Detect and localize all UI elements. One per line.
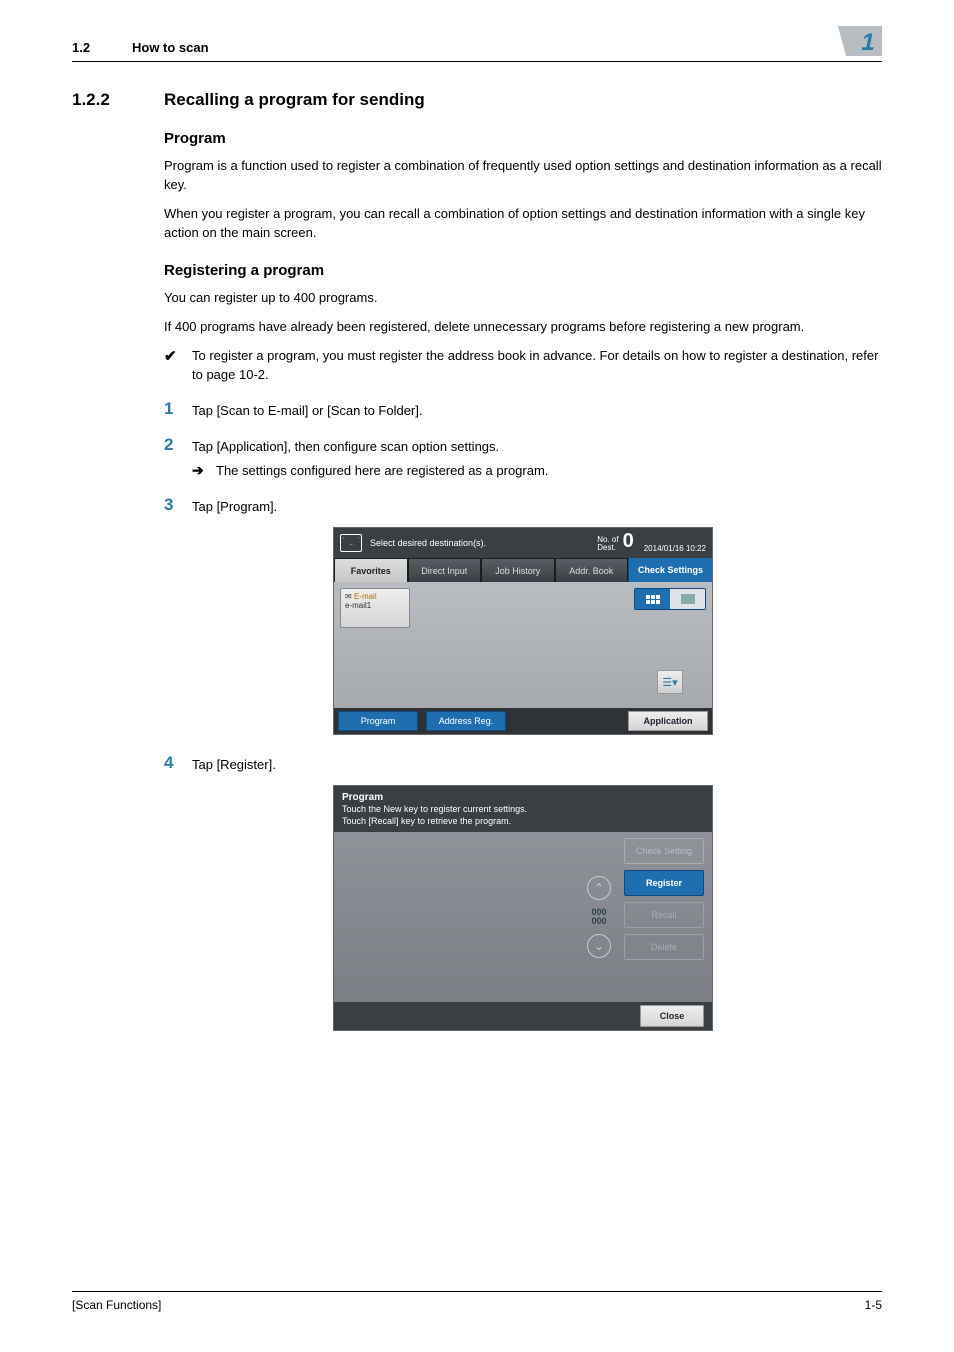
chevron-down-icon: ⌄ (594, 939, 604, 953)
section-heading-row: 1.2.2 Recalling a program for sending (72, 90, 882, 110)
header-section-number: 1.2 (72, 40, 132, 55)
step-2-note-text: The settings configured here are registe… (216, 462, 548, 481)
arrow-icon: ➔ (192, 462, 216, 481)
tab-job-history[interactable]: Job History (481, 558, 555, 582)
registering-para-1: You can register up to 400 programs. (164, 289, 882, 308)
sort-icon: ☰▾ (662, 676, 677, 689)
page-number-badge: 1 (838, 26, 882, 56)
screenshot-program-register: Program Touch the New key to register cu… (333, 785, 713, 1031)
s2-line2: Touch [Recall] key to retrieve the progr… (342, 816, 704, 828)
step-3-number: 3 (164, 495, 192, 517)
s2-line1: Touch the New key to register current se… (342, 804, 704, 816)
header-section-title: How to scan (132, 40, 209, 55)
registering-para-2: If 400 programs have already been regist… (164, 318, 882, 337)
check-settings-button[interactable]: Check Settings (628, 558, 712, 582)
prereq-text: To register a program, you must register… (192, 347, 882, 385)
program-para-2: When you register a program, you can rec… (164, 205, 882, 243)
section-title: Recalling a program for sending (164, 90, 425, 110)
s2-body: ⌃ 000 000 ⌄ Check Setting Register Recal… (334, 832, 712, 1002)
step-4-row: 4 Tap [Register]. (164, 753, 882, 775)
step-2-number: 2 (164, 435, 192, 457)
s1-datetime: 2014/01/16 10:22 (644, 544, 706, 553)
s2-header: Program Touch the New key to register cu… (334, 786, 712, 832)
s2-title: Program (342, 791, 704, 804)
step-4-text: Tap [Register]. (192, 753, 276, 775)
s1-dest-count-value: 0 (623, 530, 634, 553)
checkmark-icon: ✔ (164, 347, 192, 385)
step-2-row: 2 Tap [Application], then configure scan… (164, 435, 882, 457)
scroll-up-button[interactable]: ⌃ (587, 876, 611, 900)
register-button[interactable]: Register (624, 870, 704, 896)
mail-icon (340, 534, 362, 552)
tab-addr-book[interactable]: Addr. Book (555, 558, 629, 582)
step-2-text: Tap [Application], then configure scan o… (192, 435, 499, 457)
s1-dest-count-block: No. of Dest. 0 (597, 530, 633, 553)
program-para-1: Program is a function used to register a… (164, 157, 882, 195)
page-footer: [Scan Functions] 1-5 (72, 1291, 882, 1312)
s1-tabbar: Favorites Direct Input Job History Addr.… (334, 558, 712, 582)
s1-destination-list: ✉ E-mail e-mail1 (334, 582, 628, 708)
s1-body: ✉ E-mail e-mail1 ☰▾ (334, 582, 712, 708)
chevron-up-icon: ⌃ (594, 881, 604, 895)
page-header: 1.2 How to scan (72, 40, 882, 62)
prereq-row: ✔ To register a program, you must regist… (164, 347, 882, 385)
tab-favorites[interactable]: Favorites (334, 558, 408, 582)
step-3-text: Tap [Program]. (192, 495, 277, 517)
application-button[interactable]: Application (628, 711, 708, 731)
close-button[interactable]: Close (640, 1005, 704, 1027)
footer-left: [Scan Functions] (72, 1298, 161, 1312)
program-button[interactable]: Program (338, 711, 418, 731)
step-1-number: 1 (164, 399, 192, 421)
view-toggle[interactable] (634, 588, 706, 610)
delete-button[interactable]: Delete (624, 934, 704, 960)
s2-page-counter: 000 000 (591, 908, 606, 926)
step-1-row: 1 Tap [Scan to E-mail] or [Scan to Folde… (164, 399, 882, 421)
destination-type: E-mail (354, 592, 377, 601)
s2-action-buttons: Check Setting Register Recall Delete (622, 832, 712, 1002)
destination-card[interactable]: ✉ E-mail e-mail1 (340, 588, 410, 628)
s1-side-controls: ☰▾ (628, 582, 712, 708)
step-2-note-row: ➔ The settings configured here are regis… (192, 462, 882, 481)
grid-view-icon[interactable] (635, 589, 670, 609)
step-3-row: 3 Tap [Program]. (164, 495, 882, 517)
s2-scroll-controls: ⌃ 000 000 ⌄ (576, 832, 622, 1002)
s1-bottom-bar: Program Address Reg. Application (334, 708, 712, 734)
section-number: 1.2.2 (72, 90, 164, 110)
step-4-number: 4 (164, 753, 192, 775)
s2-footer: Close (334, 1002, 712, 1030)
step-1-text: Tap [Scan to E-mail] or [Scan to Folder]… (192, 399, 423, 421)
tab-direct-input[interactable]: Direct Input (408, 558, 482, 582)
sort-button[interactable]: ☰▾ (657, 670, 683, 694)
list-view-icon[interactable] (670, 589, 705, 609)
s1-instruction-text: Select desired destination(s). (370, 538, 486, 548)
envelope-icon: ✉ (345, 592, 352, 601)
screenshot-destination-select: Select desired destination(s). No. of De… (333, 527, 713, 735)
program-heading: Program (164, 130, 882, 147)
address-reg-button[interactable]: Address Reg. (426, 711, 506, 731)
scroll-down-button[interactable]: ⌄ (587, 934, 611, 958)
footer-right: 1-5 (865, 1298, 882, 1312)
recall-button[interactable]: Recall (624, 902, 704, 928)
s1-dest-count-label: No. of Dest. (597, 536, 618, 554)
s2-program-list (334, 832, 576, 1002)
registering-heading: Registering a program (164, 262, 882, 279)
check-setting-button[interactable]: Check Setting (624, 838, 704, 864)
s1-topbar: Select desired destination(s). No. of De… (334, 528, 712, 558)
page-badge-number: 1 (861, 29, 874, 56)
destination-name: e-mail1 (345, 601, 371, 610)
